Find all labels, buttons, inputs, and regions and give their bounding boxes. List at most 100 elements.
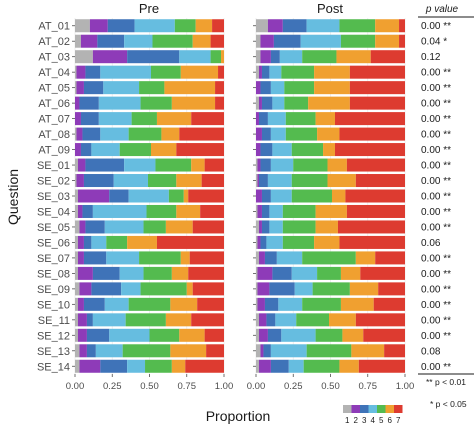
bar-segment-pre-SE_05-7: [192, 220, 224, 234]
bar-segment-post-SE_14-6: [339, 359, 359, 373]
x-tick-label: 0.25: [284, 381, 303, 392]
bar-segment-post-SE_14-3: [270, 359, 289, 373]
bar-segment-post-SE_05-5: [282, 220, 316, 234]
bar-segment-post-SE_08-7: [360, 266, 405, 280]
bar-segment-pre-SE_02-2: [76, 174, 84, 188]
bar-segment-pre-SE_05-4: [104, 220, 144, 234]
bar-segment-post-SE_10-6: [340, 297, 374, 311]
bar-segment-pre-SE_08-4: [119, 266, 144, 280]
bar-segment-pre-SE_09-5: [140, 282, 187, 296]
bar-segment-post-SE_08-6: [340, 266, 361, 280]
bar-segment-post-AT_01-5: [339, 19, 376, 33]
bar-segment-pre-AT_09-4: [91, 143, 120, 157]
bar-segment-pre-SE_04-7: [200, 204, 224, 218]
bar-segment-post-AT_07-2: [256, 112, 259, 126]
bar-segment-pre-SE_05-3: [85, 220, 105, 234]
p-value-AT_05: 0.00 **: [421, 83, 451, 94]
question-label: AT_07: [38, 114, 70, 126]
p-value-header: p value: [425, 4, 459, 15]
bar-segment-pre-SE_10-2: [77, 297, 84, 311]
bar-segment-pre-SE_03-7: [188, 189, 224, 203]
bar-segment-post-AT_03-3: [270, 50, 280, 64]
bar-segment-pre-AT_09-7: [176, 143, 224, 157]
bar-segment-pre-AT_08-6: [161, 127, 180, 141]
bar-segment-post-AT_01-3: [282, 19, 307, 33]
x-tick-label: 1.00: [396, 381, 415, 392]
bar-segment-post-SE_08-4: [291, 266, 318, 280]
bar-segment-pre-SE_14-2: [79, 359, 101, 373]
bar-segment-post-SE_01-6: [327, 158, 347, 172]
question-label: AT_05: [38, 83, 70, 95]
bar-segment-post-AT_01-2: [267, 19, 283, 33]
bar-segment-post-SE_11-3: [266, 313, 276, 327]
bar-segment-pre-AT_03-6: [221, 50, 224, 64]
bar-segment-post-SE_11-7: [355, 313, 405, 327]
bar-segment-pre-SE_04-6: [176, 204, 201, 218]
bar-segment-pre-SE_13-5: [122, 344, 171, 358]
bar-segment-post-SE_06-5: [282, 235, 315, 249]
bar-segment-pre-AT_06-7: [215, 96, 224, 110]
bar-segment-pre-SE_14-1: [75, 359, 80, 373]
bar-segment-pre-SE_09-2: [79, 282, 92, 296]
bar-segment-post-SE_12-2: [258, 328, 268, 342]
bar-segment-pre-SE_14-4: [127, 359, 146, 373]
bar-segment-post-AT_08-7: [339, 127, 405, 141]
bar-segment-post-AT_06-5: [284, 96, 309, 110]
bar-segment-pre-SE_10-3: [83, 297, 105, 311]
bar-segment-pre-SE_13-3: [86, 344, 96, 358]
bar-segment-post-AT_09-2: [256, 143, 261, 157]
bar-segment-pre-SE_03-1: [75, 189, 78, 203]
bar-segment-pre-SE_01-4: [124, 158, 156, 172]
bar-segment-pre-AT_02-4: [124, 34, 153, 48]
bar-segment-post-SE_03-4: [270, 189, 292, 203]
bar-segment-post-SE_11-2: [258, 313, 267, 327]
bar-segment-post-AT_03-2: [260, 50, 271, 64]
question-label: SE_07: [37, 253, 70, 265]
legend-swatch-4: [368, 405, 377, 413]
bar-segment-pre-SE_09-1: [75, 282, 80, 296]
bar-segment-pre-SE_14-5: [145, 359, 172, 373]
question-label: AT_01: [38, 21, 70, 33]
bar-segment-post-SE_05-3: [261, 220, 270, 234]
bar-segment-post-SE_04-3: [261, 204, 270, 218]
bar-segment-pre-SE_02-7: [201, 174, 224, 188]
question-label: AT_04: [38, 67, 70, 79]
bar-segment-post-AT_06-1: [256, 96, 259, 110]
x-tick-label: 0.50: [140, 381, 159, 392]
bar-segment-post-AT_04-5: [281, 65, 315, 79]
bar-segment-post-AT_04-3: [261, 65, 270, 79]
bar-segment-post-SE_13-2: [260, 344, 264, 358]
bar-segment-post-AT_07-6: [315, 112, 335, 126]
bar-segment-pre-AT_03-2: [92, 50, 128, 64]
bar-segment-pre-SE_14-6: [171, 359, 186, 373]
bar-segment-post-SE_08-5: [317, 266, 341, 280]
bar-segment-post-SE_10-7: [373, 297, 405, 311]
bar-segment-post-SE_10-1: [256, 297, 258, 311]
question-label: AT_09: [38, 145, 70, 157]
bar-segment-pre-SE_07-6: [180, 251, 190, 265]
x-tick-label: 0.00: [247, 381, 266, 392]
bar-segment-pre-AT_07-6: [156, 112, 192, 126]
bar-segment-pre-SE_01-7: [204, 158, 224, 172]
p-value-AT_07: 0.00 **: [421, 114, 451, 125]
bar-segment-post-SE_02-7: [355, 174, 405, 188]
bar-segment-pre-SE_11-2: [77, 313, 87, 327]
bar-segment-pre-AT_07-3: [80, 112, 99, 126]
p-value-AT_08: 0.00 **: [421, 130, 451, 141]
significance-note-1: ** p < 0.01: [426, 377, 466, 387]
bar-segment-post-SE_05-4: [269, 220, 283, 234]
bar-segment-pre-SE_06-2: [77, 235, 84, 249]
bar-segment-post-SE_11-6: [329, 313, 356, 327]
bar-segment-post-SE_05-7: [337, 220, 405, 234]
bar-segment-pre-AT_08-1: [75, 127, 77, 141]
bar-segment-post-SE_07-4: [276, 251, 303, 265]
bar-segment-post-AT_08-5: [285, 127, 318, 141]
p-value-SE_09: 0.00 **: [421, 284, 451, 295]
bar-segment-post-AT_02-5: [340, 34, 376, 48]
p-value-column: p value ** p < 0.01 * p < 0.05 0.00 ** 0.…: [418, 4, 474, 409]
bar-segment-pre-SE_10-1: [75, 297, 78, 311]
bar-segment-post-AT_08-3: [261, 127, 271, 141]
bar-segment-post-SE_12-1: [256, 328, 259, 342]
bar-segment-post-AT_03-1: [256, 50, 261, 64]
significance-note-2: * p < 0.05: [430, 399, 467, 409]
